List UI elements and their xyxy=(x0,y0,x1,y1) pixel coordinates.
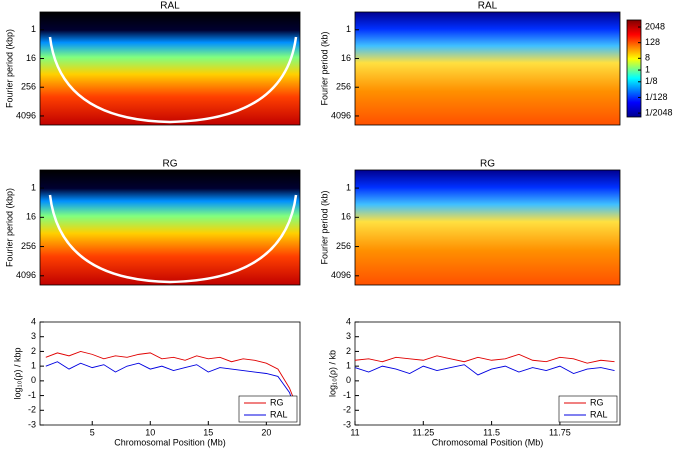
colorbar-tick-label: 128 xyxy=(645,37,660,47)
y-tick-label: 1 xyxy=(346,182,351,192)
chart-title: RAL xyxy=(478,1,498,12)
legend-label: RAL xyxy=(270,409,288,419)
y-tick-label: 0 xyxy=(346,375,351,385)
y-tick-label: 4 xyxy=(31,316,36,326)
colorbar-tick-label: 2048 xyxy=(645,21,665,31)
x-tick-label: 11.5 xyxy=(483,427,500,437)
cone-of-influence xyxy=(48,36,298,124)
y-tick-label: 256 xyxy=(336,82,351,92)
colorbar-tick-label: 1/8 xyxy=(645,76,658,86)
y-tick-label: 256 xyxy=(21,82,36,92)
x-tick-label: 11.75 xyxy=(549,427,571,437)
y-tick-label: 16 xyxy=(26,53,36,63)
y-tick-label: 0 xyxy=(31,375,36,385)
y-axis-label: Fourier period (kb) xyxy=(319,190,329,264)
y-tick-label: 16 xyxy=(341,53,351,63)
spectrogram xyxy=(355,170,620,285)
colorbar xyxy=(626,19,642,118)
colorbar-tick-label: 1 xyxy=(645,64,650,74)
y-tick-label: 3 xyxy=(31,331,36,341)
x-tick-label: 20 xyxy=(261,427,271,437)
legend-label: RG xyxy=(270,397,284,407)
legend-box xyxy=(558,395,618,423)
chart-title: RAL xyxy=(160,1,180,12)
chart-title: RG xyxy=(163,159,178,170)
x-tick-label: 11.25 xyxy=(412,427,434,437)
legend-box xyxy=(238,395,298,423)
y-axis-label: log₁₀(ρ) / kbp xyxy=(12,348,22,400)
y-tick-label: 1 xyxy=(31,361,36,371)
data-line xyxy=(45,350,296,404)
y-tick-label: 2 xyxy=(31,346,36,356)
y-tick-label: -3 xyxy=(28,419,36,429)
y-tick-label: -1 xyxy=(343,390,351,400)
x-tick-label: 11 xyxy=(350,427,359,437)
data-line xyxy=(354,364,615,376)
y-tick-label: 4096 xyxy=(331,270,351,280)
y-tick-label: 1 xyxy=(31,24,36,34)
plot-frame xyxy=(354,169,621,286)
colorbar-tick-label: 1/128 xyxy=(645,92,668,102)
plot-frame xyxy=(39,169,301,286)
x-axis-label: Chromosomal Position (Mb) xyxy=(432,437,544,447)
spectrogram xyxy=(40,12,300,125)
y-tick-label: -1 xyxy=(28,390,36,400)
y-tick-label: -2 xyxy=(28,405,36,415)
y-tick-label: 4096 xyxy=(16,270,36,280)
x-tick-label: 15 xyxy=(203,427,213,437)
legend-label: RAL xyxy=(590,409,608,419)
y-tick-label: 4096 xyxy=(16,110,36,120)
y-axis-label: log₁₀(ρ) / kb xyxy=(327,350,337,397)
chart-title: RG xyxy=(480,159,495,170)
y-tick-label: 256 xyxy=(336,241,351,251)
data-line xyxy=(354,353,615,364)
colorbar-tick-label: 8 xyxy=(645,53,650,63)
x-tick-label: 10 xyxy=(145,427,155,437)
y-tick-label: 1 xyxy=(31,182,36,192)
y-axis-label: Fourier period (kbp) xyxy=(4,188,14,267)
y-tick-label: 2 xyxy=(346,346,351,356)
y-tick-label: 16 xyxy=(26,212,36,222)
y-tick-label: 16 xyxy=(341,212,351,222)
y-tick-label: 4 xyxy=(346,316,351,326)
cone-of-influence xyxy=(48,194,298,284)
y-tick-label: -3 xyxy=(343,419,351,429)
x-axis-label: Chromosomal Position (Mb) xyxy=(114,437,226,447)
y-tick-label: 3 xyxy=(346,331,351,341)
plot-frame xyxy=(39,11,301,126)
x-tick-label: 5 xyxy=(90,427,95,437)
y-axis-label: Fourier period (kb) xyxy=(319,31,329,105)
spectrogram xyxy=(355,12,620,125)
data-line xyxy=(45,361,296,411)
plot-frame xyxy=(354,11,621,126)
y-tick-label: 1 xyxy=(346,24,351,34)
colorbar-tick-label: 1/2048 xyxy=(645,107,673,117)
y-tick-label: 256 xyxy=(21,241,36,251)
y-tick-label: -2 xyxy=(343,405,351,415)
spectrogram xyxy=(40,170,300,285)
y-axis-label: Fourier period (kbp) xyxy=(4,29,14,108)
legend-label: RG xyxy=(590,397,604,407)
y-tick-label: 1 xyxy=(346,361,351,371)
y-tick-label: 4096 xyxy=(331,110,351,120)
